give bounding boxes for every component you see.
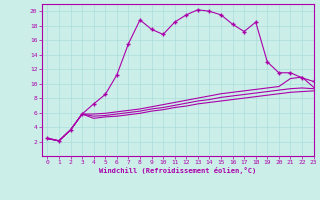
X-axis label: Windchill (Refroidissement éolien,°C): Windchill (Refroidissement éolien,°C) bbox=[99, 167, 256, 174]
